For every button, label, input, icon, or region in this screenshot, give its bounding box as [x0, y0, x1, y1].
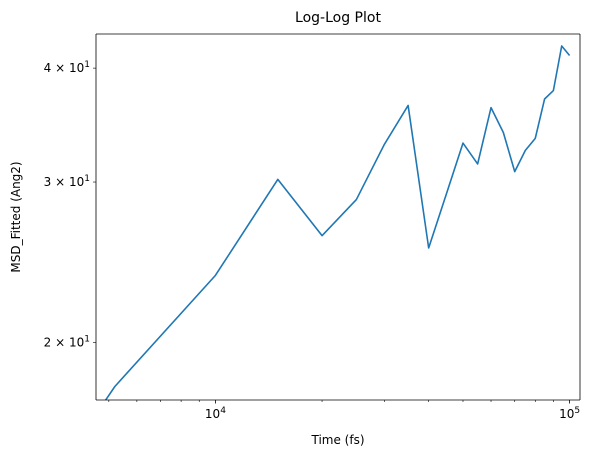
plot-area [96, 34, 580, 400]
plot-frame [95, 33, 581, 401]
x-axis-ticks: 104 105 [108, 400, 580, 421]
x-tick-label: 105 [559, 406, 580, 421]
y-tick-label: 4 × 101 [44, 60, 90, 75]
y-axis-label: MSD_Fitted (Ang2) [9, 161, 23, 272]
series-line [104, 45, 571, 400]
series-layer [104, 45, 571, 400]
y-axis-ticks: 2 × 101 3 × 101 4 × 101 [44, 60, 96, 350]
x-tick-label: 104 [205, 406, 226, 421]
y-tick-label: 3 × 101 [44, 174, 90, 189]
y-tick-label: 2 × 101 [44, 335, 90, 350]
x-axis-label: Time (fs) [310, 433, 364, 447]
chart-title: Log-Log Plot [295, 10, 381, 26]
